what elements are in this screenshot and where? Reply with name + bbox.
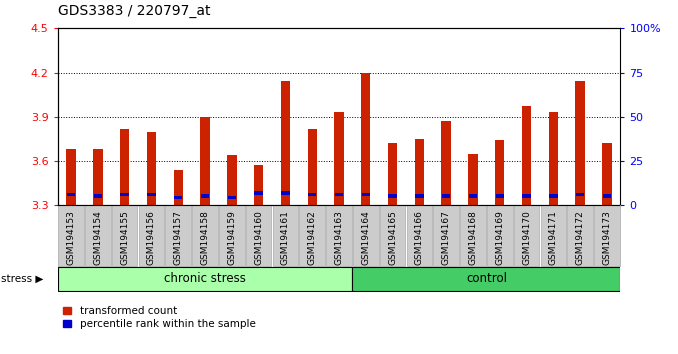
Bar: [495, 141, 504, 205]
Bar: [380, 205, 405, 266]
Bar: [407, 205, 433, 266]
Bar: [594, 205, 620, 266]
Text: GSM194170: GSM194170: [522, 210, 531, 265]
Text: GSM194172: GSM194172: [576, 210, 584, 265]
Text: GSM194173: GSM194173: [603, 210, 612, 265]
Bar: [174, 170, 183, 205]
Text: GSM194169: GSM194169: [496, 210, 504, 265]
Bar: [522, 107, 532, 205]
Bar: [415, 139, 424, 205]
Text: GSM194168: GSM194168: [468, 210, 477, 265]
Bar: [415, 194, 424, 198]
Bar: [496, 194, 504, 198]
Text: GDS3383 / 220797_at: GDS3383 / 220797_at: [58, 4, 210, 18]
Bar: [85, 205, 111, 266]
Bar: [603, 194, 611, 198]
Bar: [576, 81, 585, 205]
Text: GSM194164: GSM194164: [361, 210, 370, 265]
Bar: [487, 205, 513, 266]
Bar: [522, 194, 531, 198]
Text: GSM194171: GSM194171: [549, 210, 558, 265]
Bar: [228, 196, 236, 199]
Bar: [441, 121, 451, 205]
Bar: [300, 205, 325, 266]
Bar: [93, 149, 102, 205]
Bar: [201, 194, 210, 198]
Bar: [165, 205, 191, 266]
Bar: [245, 205, 271, 266]
Bar: [138, 205, 164, 266]
Bar: [540, 205, 566, 266]
Bar: [468, 154, 478, 205]
Bar: [388, 143, 397, 205]
Bar: [549, 113, 558, 205]
Bar: [174, 196, 182, 199]
Text: GSM194163: GSM194163: [334, 210, 344, 265]
Bar: [227, 155, 237, 205]
Text: GSM194153: GSM194153: [66, 210, 75, 265]
Bar: [192, 205, 218, 266]
Text: GSM194162: GSM194162: [308, 210, 317, 265]
Bar: [326, 205, 352, 266]
Bar: [254, 191, 263, 195]
Bar: [353, 205, 378, 266]
Bar: [567, 205, 593, 266]
Bar: [433, 205, 459, 266]
Legend: transformed count, percentile rank within the sample: transformed count, percentile rank withi…: [63, 306, 256, 329]
Bar: [460, 205, 486, 266]
Bar: [66, 149, 76, 205]
Bar: [94, 194, 102, 198]
Text: GSM194154: GSM194154: [94, 210, 102, 265]
Bar: [442, 194, 450, 198]
Bar: [361, 193, 370, 196]
Text: GSM194167: GSM194167: [441, 210, 451, 265]
Text: GSM194165: GSM194165: [388, 210, 397, 265]
Bar: [146, 132, 156, 205]
Bar: [281, 81, 290, 205]
Bar: [281, 191, 290, 195]
Bar: [468, 194, 477, 198]
Bar: [576, 193, 584, 196]
Bar: [200, 117, 210, 205]
Text: GSM194159: GSM194159: [227, 210, 237, 265]
Bar: [549, 194, 557, 198]
Text: GSM194166: GSM194166: [415, 210, 424, 265]
Text: GSM194158: GSM194158: [201, 210, 210, 265]
Bar: [602, 143, 612, 205]
Bar: [273, 205, 298, 266]
Bar: [219, 205, 245, 266]
Bar: [120, 129, 129, 205]
FancyBboxPatch shape: [353, 267, 620, 291]
Bar: [308, 193, 317, 196]
Bar: [514, 205, 540, 266]
Bar: [335, 193, 343, 196]
Text: GSM194161: GSM194161: [281, 210, 290, 265]
Bar: [67, 193, 75, 196]
Bar: [121, 193, 129, 196]
Text: GSM194155: GSM194155: [120, 210, 129, 265]
Bar: [334, 113, 344, 205]
Text: control: control: [466, 272, 507, 285]
Bar: [254, 166, 263, 205]
Text: GSM194157: GSM194157: [174, 210, 182, 265]
Bar: [308, 129, 317, 205]
FancyBboxPatch shape: [58, 267, 353, 291]
Bar: [388, 194, 397, 198]
Bar: [361, 73, 370, 205]
Text: stress ▶: stress ▶: [1, 274, 43, 284]
Text: GSM194160: GSM194160: [254, 210, 263, 265]
Bar: [58, 205, 84, 266]
Bar: [147, 193, 156, 196]
Bar: [112, 205, 138, 266]
Text: chronic stress: chronic stress: [164, 272, 246, 285]
Text: GSM194156: GSM194156: [147, 210, 156, 265]
